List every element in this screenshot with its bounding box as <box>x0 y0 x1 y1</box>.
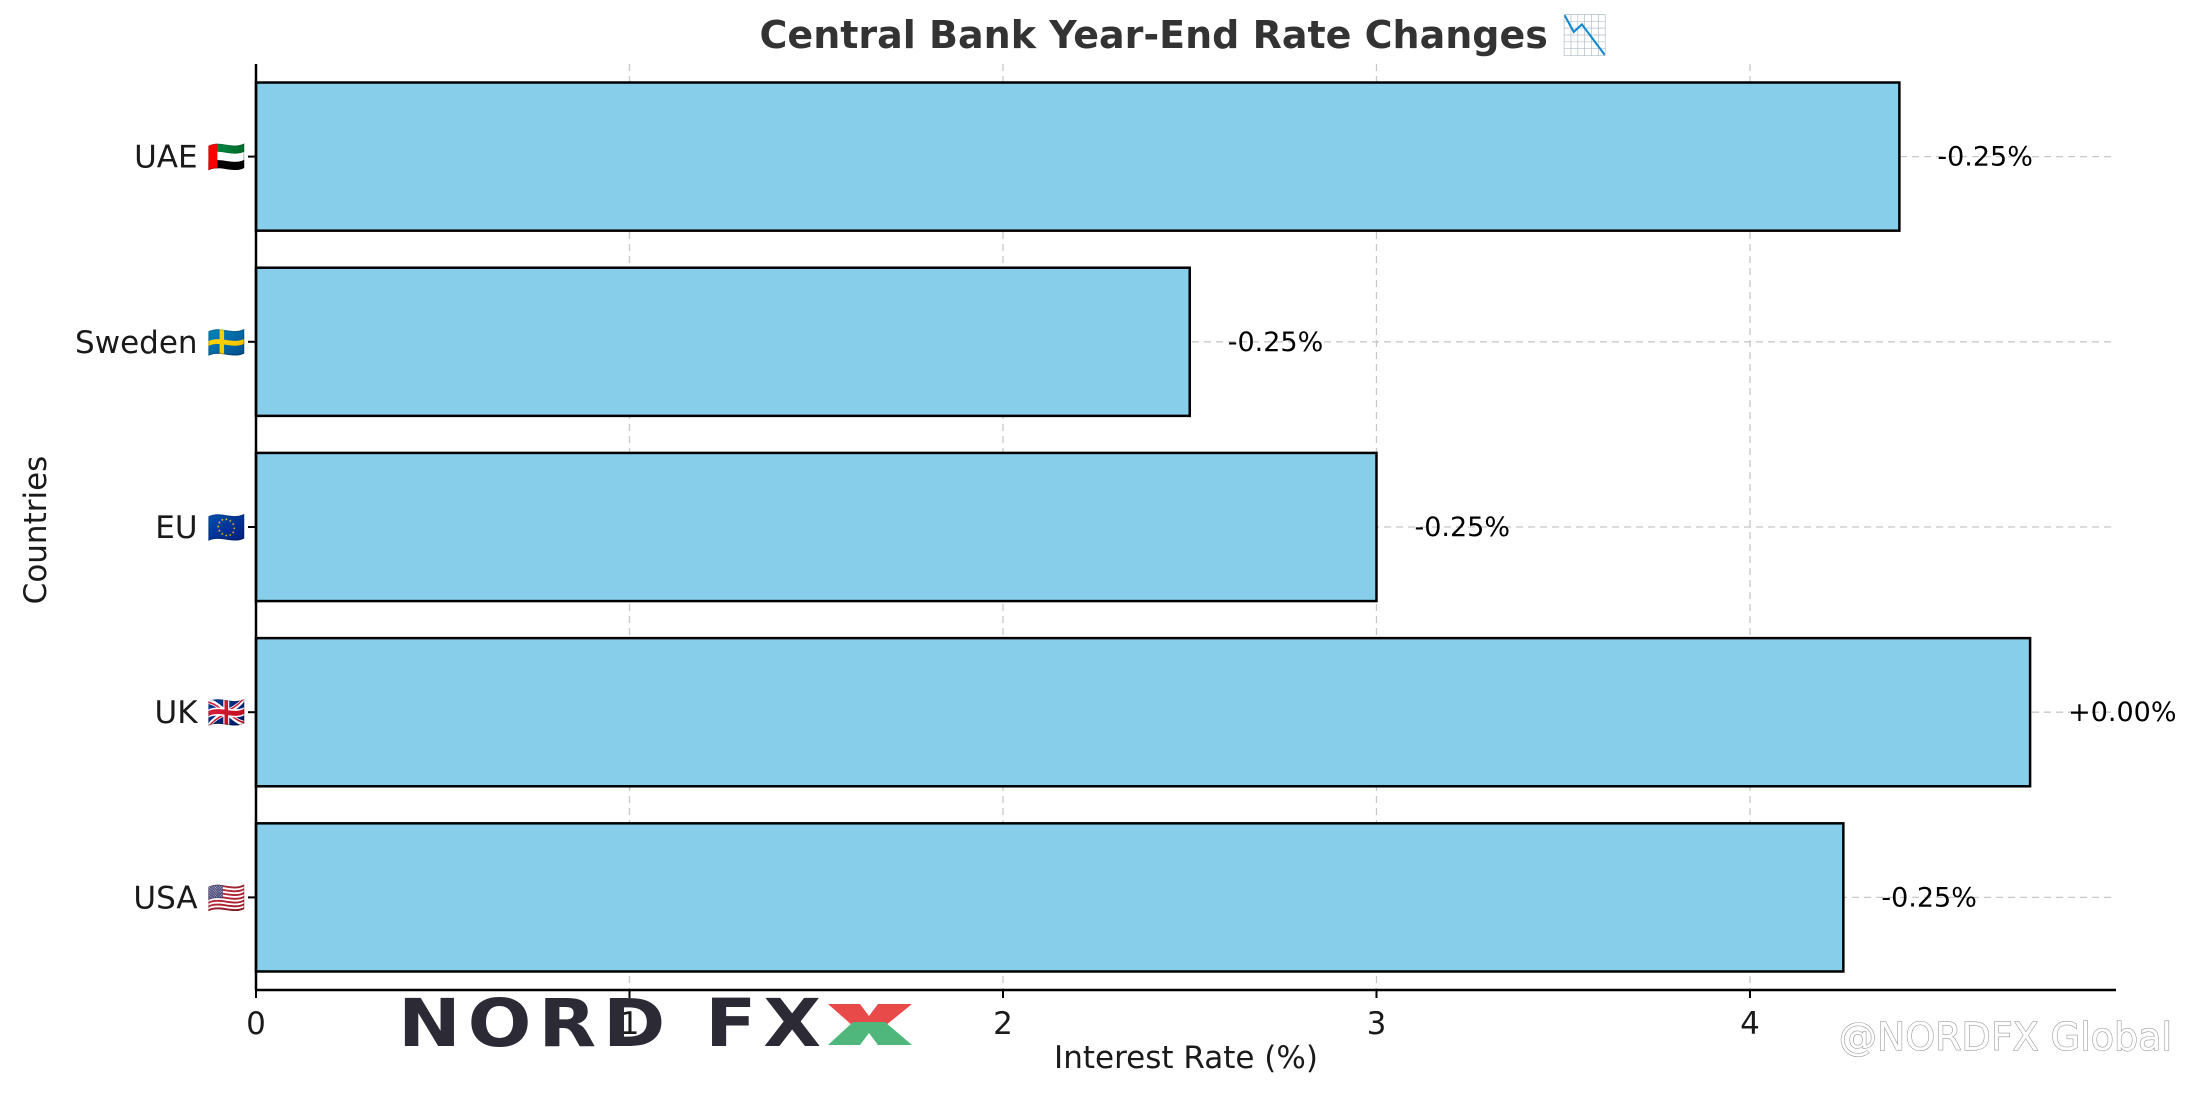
bar <box>254 822 1845 973</box>
bar <box>254 266 1191 418</box>
chart-title: Central Bank Year-End Rate Changes 📉 <box>760 13 1609 57</box>
bar <box>254 81 1901 232</box>
watermark: @NORDFX Global <box>1838 1014 2172 1059</box>
y-tick-label: EU 🇪🇺 <box>155 510 246 546</box>
data-label: -0.25% <box>1881 882 1977 913</box>
x-tick-labels: 0 1 2 3 4 <box>246 990 1760 1042</box>
x-axis-label: Interest Rate (%) <box>1054 1040 1318 1076</box>
x-tick-label: 0 <box>246 1006 266 1042</box>
y-tick-label: UK 🇬🇧 <box>155 695 246 731</box>
logo-x-bottom-mark <box>828 1022 912 1045</box>
y-axis-label: Countries <box>18 456 54 605</box>
y-tick-label: Sweden 🇸🇪 <box>75 325 246 361</box>
watermark-text: @NORDFX Global <box>1839 1015 2172 1059</box>
x-tick-label: 4 <box>1740 1006 1760 1042</box>
y-tick-label: USA 🇺🇸 <box>133 880 246 916</box>
data-label: -0.25% <box>1414 512 1510 543</box>
x-tick-label: 1 <box>620 1006 640 1042</box>
y-tick-label: UAE 🇦🇪 <box>134 140 246 176</box>
logo-x-top-mark <box>828 1004 912 1026</box>
data-labels: -0.25% +0.00% -0.25% -0.25% -0.25% <box>1228 142 2177 914</box>
bar <box>254 636 2032 788</box>
nordfx-logo-text: NORD FX <box>398 985 828 1062</box>
x-tick-label: 2 <box>993 1006 1013 1042</box>
x-tick-label: 3 <box>1367 1006 1387 1042</box>
bar <box>254 451 1378 603</box>
y-tick-labels: USA 🇺🇸 UK 🇬🇧 EU 🇪🇺 Sweden 🇸🇪 UAE 🇦🇪 <box>75 140 256 916</box>
data-label: +0.00% <box>2068 697 2176 728</box>
nordfx-logo: NORD FX <box>398 985 912 1062</box>
bars <box>254 81 2032 973</box>
data-label: -0.25% <box>1937 142 2033 173</box>
data-label: -0.25% <box>1228 327 1324 358</box>
